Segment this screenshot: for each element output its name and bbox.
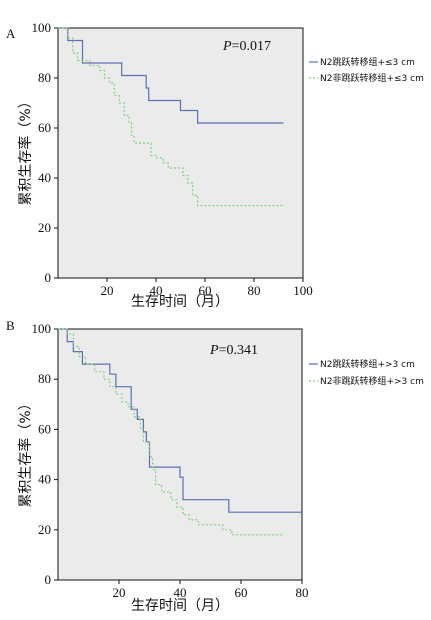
- x-tick-label: 80: [296, 585, 309, 600]
- y-tick-label: 100: [32, 20, 52, 35]
- x-tick-label: 20: [101, 283, 114, 298]
- y-tick-label: 60: [38, 120, 51, 135]
- panel-a-legend: N2跳跃转移组+≤3 cm N2非跳跃转移组+≤3 cm: [309, 56, 424, 84]
- panel-a-y-axis: 0 20 40 60 80 100: [32, 20, 58, 285]
- survival-curve-skip: [58, 27, 284, 124]
- panel-b-plot-area: [57, 328, 303, 581]
- y-tick-label: 0: [45, 572, 52, 587]
- y-tick-label: 80: [38, 70, 51, 85]
- panel-a-label: A: [6, 26, 16, 41]
- panel-b-legend-label-skip: N2跳跃转移组+>3 cm: [320, 358, 415, 370]
- survival-curve-nonskip: [58, 27, 284, 207]
- panel-a: A P=0.017 0 20 40 60 80 100 20 40 60 80 100 生存时间（…: [6, 20, 424, 310]
- y-tick-label: 40: [38, 170, 51, 185]
- panel-b-pvalue-prefix: P: [209, 343, 219, 358]
- x-tick-label: 40: [174, 585, 187, 600]
- panel-a-y-axis-title: 累积生存率（%）: [17, 94, 34, 205]
- panel-b-y-axis-title: 累积生存率（%）: [17, 396, 34, 507]
- y-tick-label: 20: [38, 522, 51, 537]
- panel-b-pvalue-value: 0.341: [226, 343, 258, 358]
- panel-b-label: B: [6, 318, 15, 333]
- panel-a-legend-label-skip: N2跳跃转移组+≤3 cm: [320, 56, 415, 68]
- x-tick-label: 60: [235, 585, 248, 600]
- panel-a-x-axis-title: 生存时间（月）: [131, 294, 229, 310]
- survival-curve-nonskip: [58, 328, 284, 536]
- y-tick-label: 100: [32, 321, 52, 336]
- y-tick-label: 60: [38, 421, 51, 436]
- panel-b-legend-label-nonskip: N2非跳跃转移组+>3 cm: [320, 375, 424, 387]
- panel-a-pvalue-value: 0.017: [239, 39, 271, 54]
- panel-b-y-axis: 0 20 40 60 80 100: [32, 321, 58, 587]
- x-tick-label: 20: [113, 585, 126, 600]
- panel-a-legend-label-nonskip: N2非跳跃转移组+≤3 cm: [320, 72, 424, 84]
- panel-b-x-axis: 20 40 60 80: [113, 580, 309, 600]
- y-tick-label: 80: [38, 371, 51, 386]
- panel-b-pvalue: P=0.341: [209, 343, 258, 358]
- y-tick-label: 0: [45, 270, 52, 285]
- panel-a-pvalue-prefix: P: [222, 39, 232, 54]
- panel-b-series: [58, 328, 302, 536]
- x-tick-label: 100: [293, 283, 313, 298]
- y-tick-label: 20: [38, 220, 51, 235]
- panel-a-x-axis: 20 40 60 80 100: [101, 278, 313, 298]
- panel-b-legend: N2跳跃转移组+>3 cm N2非跳跃转移组+>3 cm: [309, 358, 424, 387]
- x-tick-label: 40: [150, 283, 163, 298]
- panel-b-x-axis-title: 生存时间（月）: [131, 598, 229, 614]
- x-tick-label: 80: [248, 283, 261, 298]
- x-tick-label: 60: [199, 283, 212, 298]
- survival-curve-skip: [58, 328, 302, 513]
- y-tick-label: 40: [38, 472, 51, 487]
- panel-a-pvalue: P=0.017: [222, 39, 271, 54]
- panel-a-plot-area: [57, 27, 304, 279]
- panel-a-series: [58, 27, 284, 207]
